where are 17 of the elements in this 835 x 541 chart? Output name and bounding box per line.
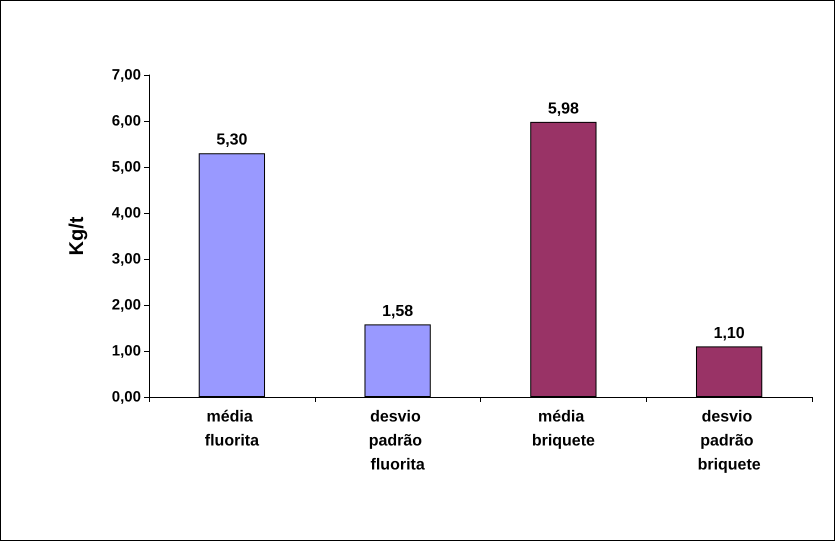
data-label: 1,10 [714,324,745,342]
x-tick-label: desvio padrão briquete [698,408,761,474]
y-tick-label: 5,00 [112,158,141,176]
x-tick-label: desvio padrão fluorita [368,408,427,474]
x-tick-label: média fluorita [204,408,260,450]
y-tick-label: 1,00 [112,342,141,360]
x-tick-label: média briquete [532,408,596,450]
y-axis-title: Kg/t [66,216,88,256]
data-label: 5,98 [548,100,580,118]
y-tick-label: 3,00 [112,250,141,268]
y-tick-label: 2,00 [112,296,141,314]
y-tick-label: 7,00 [112,66,141,84]
data-label: 1,58 [382,302,414,320]
data-label: 5,30 [216,132,248,149]
y-tick-label: 0,00 [112,388,141,406]
y-tick-label: 4,00 [112,204,141,222]
y-tick-label: 6,00 [112,112,141,130]
